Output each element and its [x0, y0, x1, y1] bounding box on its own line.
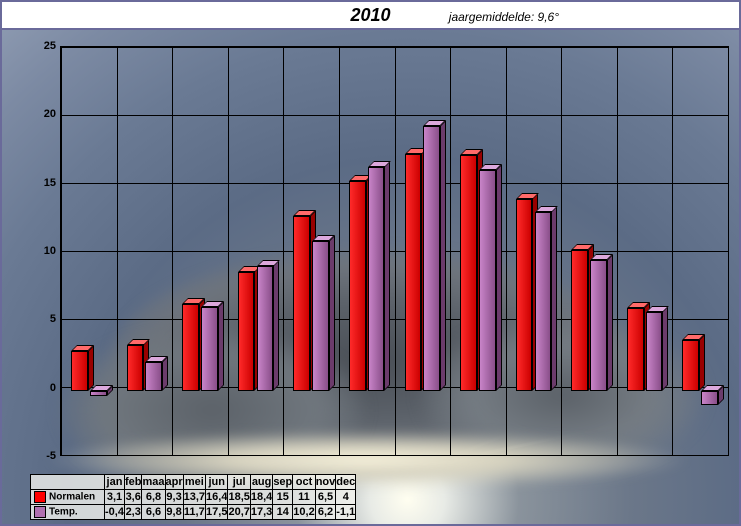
category-column	[506, 47, 562, 455]
bar	[535, 212, 552, 391]
category-column	[117, 47, 173, 455]
bar	[293, 216, 310, 391]
plot-area	[60, 46, 729, 456]
chart-area: -50510152025	[30, 46, 729, 456]
bar	[127, 345, 144, 391]
bar	[368, 167, 385, 391]
table-cell: 17,3	[250, 505, 272, 520]
bar	[257, 266, 274, 391]
y-tick-label: 10	[30, 245, 56, 257]
chart-subtitle: jaargemiddelde: 9,6°	[449, 10, 559, 24]
table-cell: 17,5	[206, 505, 228, 520]
category-column	[61, 47, 117, 455]
table-cell: 18,4	[250, 490, 272, 505]
bar	[238, 272, 255, 391]
bar	[423, 126, 440, 391]
table-col-header: dec	[336, 475, 356, 490]
y-tick-label: 15	[30, 177, 56, 189]
bar	[71, 351, 88, 391]
legend-swatch	[34, 491, 46, 503]
chart-frame: 2010 jaargemiddelde: 9,6° -5 0 5 10 15 20 25 j…	[0, 0, 741, 526]
bar	[90, 391, 107, 396]
table-cell: 9,3	[165, 490, 183, 505]
table-col-header: jul	[228, 475, 250, 490]
category-column	[283, 47, 339, 455]
category-column	[339, 47, 395, 455]
table-col-header: jun	[206, 475, 228, 490]
bar	[201, 307, 218, 391]
table-col-header: maa	[142, 475, 165, 490]
bar	[145, 362, 162, 391]
chart-title: 2010	[2, 5, 739, 26]
category-column	[561, 47, 617, 455]
table-col-header: aug	[250, 475, 272, 490]
table-col-header: feb	[124, 475, 142, 490]
table-col-header: mei	[183, 475, 205, 490]
table-cell: 3,1	[105, 490, 125, 505]
table-cell: 6,2	[315, 505, 336, 520]
table-cell: 6,5	[315, 490, 336, 505]
table-cell: 3,6	[124, 490, 142, 505]
y-tick-label: 25	[30, 40, 56, 52]
table-cell: 9,8	[165, 505, 183, 520]
table-cell: 2,3	[124, 505, 142, 520]
table-cell: -1,1	[336, 505, 356, 520]
bar	[701, 391, 718, 405]
bar	[590, 260, 607, 391]
bar	[646, 312, 663, 391]
y-tick-label: 20	[30, 108, 56, 120]
bar	[460, 155, 477, 391]
table-cell: 13,7	[183, 490, 205, 505]
bar	[349, 181, 366, 391]
table-col-header: nov	[315, 475, 336, 490]
bar	[682, 340, 699, 391]
series-name: Temp.	[49, 507, 78, 518]
bar	[182, 304, 199, 391]
y-tick-label: -5	[30, 450, 56, 462]
bar	[627, 308, 644, 391]
category-column	[617, 47, 673, 455]
y-tick-label: 0	[30, 382, 56, 394]
bar	[516, 199, 533, 391]
table-cell: 14	[273, 505, 293, 520]
table-col-header: jan	[105, 475, 125, 490]
table-cell: 4	[336, 490, 356, 505]
bar	[571, 250, 588, 391]
table-cell: 6,6	[142, 505, 165, 520]
table-row-header: Temp.	[31, 505, 105, 520]
table-corner	[31, 475, 105, 490]
bar	[479, 170, 496, 391]
category-column	[228, 47, 284, 455]
table-col-header: oct	[293, 475, 315, 490]
category-column	[672, 47, 728, 455]
table-col-header: apr	[165, 475, 183, 490]
bar	[405, 154, 422, 391]
title-bar: 2010 jaargemiddelde: 9,6°	[2, 2, 739, 30]
bar	[312, 241, 329, 391]
y-tick-label: 5	[30, 313, 56, 325]
series-name: Normalen	[49, 492, 95, 503]
table-cell: 6,8	[142, 490, 165, 505]
data-table: janfebmaaaprmeijunjulaugsepoctnovdec Norm…	[30, 474, 356, 520]
table-cell: 18,5	[228, 490, 250, 505]
legend-swatch	[34, 506, 46, 518]
table-cell: 15	[273, 490, 293, 505]
table-row-header: Normalen	[31, 490, 105, 505]
table-cell: 16,4	[206, 490, 228, 505]
table-cell: 10,2	[293, 505, 315, 520]
table-cell: 20,7	[228, 505, 250, 520]
table-cell: -0,4	[105, 505, 125, 520]
category-column	[450, 47, 506, 455]
table-cell: 11,7	[183, 505, 205, 520]
category-column	[172, 47, 228, 455]
table-col-header: sep	[273, 475, 293, 490]
table-cell: 11	[293, 490, 315, 505]
category-column	[395, 47, 451, 455]
